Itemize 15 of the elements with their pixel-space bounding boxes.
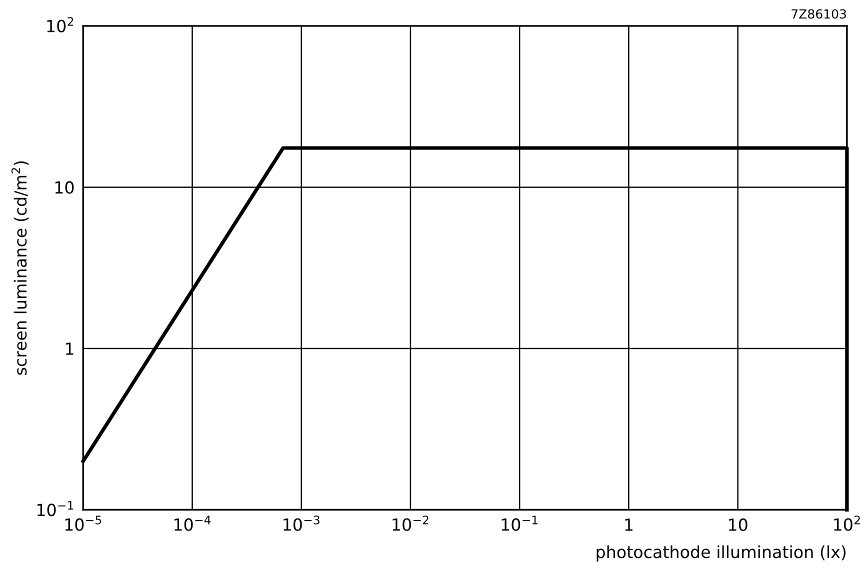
x-tick-label: 10$^{−3}$: [284, 516, 320, 531]
x-tick-label: 10: [729, 518, 748, 531]
y-tick-label: 10$^{2}$: [47, 17, 74, 32]
x-tick-label: 10$^{−5}$: [65, 516, 102, 531]
x-tick-label: 1: [625, 518, 632, 531]
text: 7Z86103: [792, 9, 846, 19]
x-tick-label: 10$^{2}$: [834, 516, 860, 531]
y-tick-label: 10$^{−1}$: [37, 501, 74, 516]
y-tick-label: 10: [55, 181, 74, 194]
x-tick-label: 10$^{−4}$: [174, 516, 211, 531]
x-tick-label: 10$^{−1}$: [502, 516, 538, 531]
x-tick-label: 10$^{−2}$: [392, 516, 428, 531]
x-axis-title: photocathode illumination (lx): [596, 545, 846, 562]
y-axis-title: screen luminance (cd/m$^{2}$): [11, 161, 29, 375]
y-tick-label: 1: [66, 342, 74, 355]
